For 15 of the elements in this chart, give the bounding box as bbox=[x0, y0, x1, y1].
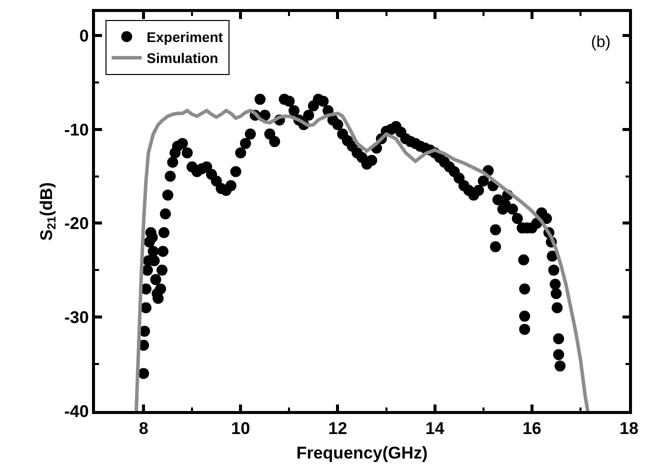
legend-label: Simulation bbox=[146, 50, 218, 66]
x-tick-label: 16 bbox=[522, 419, 542, 438]
legend-label: Experiment bbox=[146, 29, 224, 46]
y-tick-label: -30 bbox=[64, 308, 89, 328]
x-tick-label: 14 bbox=[425, 419, 445, 438]
y-tick-label: -10 bbox=[64, 120, 89, 140]
x-axis-title: Frequency(GHz) bbox=[296, 444, 428, 463]
x-tick-label: 10 bbox=[231, 419, 250, 438]
y-tick-label: -20 bbox=[64, 214, 89, 234]
x-tick-label: 18 bbox=[620, 419, 638, 438]
x-tick-label: 8 bbox=[138, 419, 148, 438]
x-tick-label: 12 bbox=[328, 419, 348, 438]
y-tick-label: 0 bbox=[79, 26, 89, 46]
y-tick-label: -40 bbox=[64, 402, 89, 421]
annotation: (b) bbox=[591, 34, 611, 51]
